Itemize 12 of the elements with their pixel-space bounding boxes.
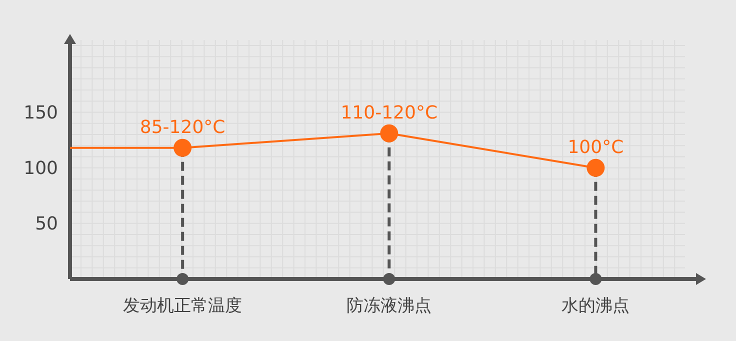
x-tick-label: 发动机正常温度 <box>123 296 242 316</box>
point <box>174 138 192 157</box>
data-label: 85-120°C <box>140 116 226 138</box>
y-tick-label: 50 <box>35 213 58 234</box>
data-label: 100°C <box>568 136 624 158</box>
x-tick-label: 水的沸点 <box>562 296 630 316</box>
x-tick-label: 防冻液沸点 <box>346 296 432 316</box>
y-tick-label: 150 <box>24 102 58 124</box>
point <box>586 158 605 177</box>
point <box>380 124 398 142</box>
y-tick-label: 100 <box>24 158 58 179</box>
data-label: 110-120°C <box>340 102 438 124</box>
